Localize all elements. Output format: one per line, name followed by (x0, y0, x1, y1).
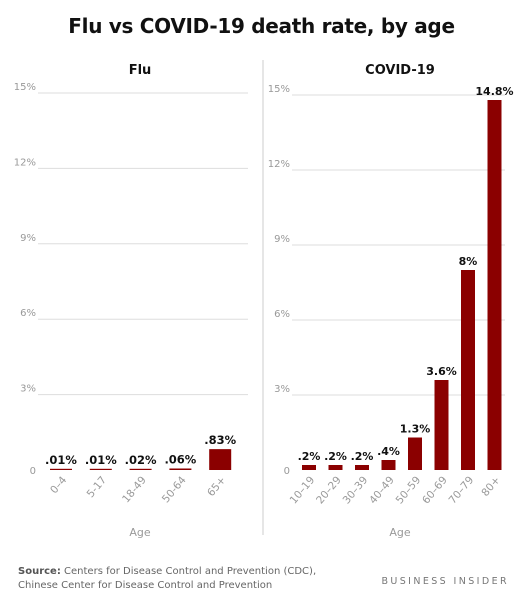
brand-logo-text: BUSINESS INSIDER (381, 576, 509, 587)
source-label: Source: (18, 566, 61, 577)
flu-x-tick-label: 0–4 (48, 474, 69, 496)
covid-bar (434, 380, 449, 470)
covid-y-tick-label: 12% (268, 159, 290, 170)
covid-y-tick-label: 9% (274, 234, 290, 245)
covid-x-tick-label: 60–69 (420, 474, 450, 506)
covid-bar (408, 437, 422, 470)
flu-data-label: .06% (164, 452, 196, 466)
covid-data-label: 3.6% (426, 365, 457, 378)
flu-data-label: .01% (45, 453, 77, 467)
flu-y-tick-label: 15% (14, 82, 36, 93)
covid-y-tick-label: 6% (274, 309, 290, 320)
covid-data-label: 1.3% (400, 423, 431, 436)
covid-bar (328, 465, 343, 470)
covid-y-tick-label: 15% (268, 84, 290, 95)
flu-bar (129, 468, 152, 470)
covid-x-tick-label: 70–79 (447, 474, 477, 506)
flu-y-tick-label: 6% (20, 308, 36, 319)
covid-x-tick-label: 10–19 (288, 474, 318, 506)
flu-data-label: .02% (125, 453, 157, 467)
covid-data-label: .4% (377, 445, 400, 458)
source-note: Source: Centers for Disease Control and … (18, 566, 316, 577)
covid-x-tick-label: 20–29 (314, 474, 344, 506)
covid-bar (355, 465, 369, 470)
covid-x-tick-label: 40–49 (367, 474, 397, 506)
covid-bar (302, 465, 316, 470)
flu-y-tick-label: 0 (30, 466, 36, 477)
flu-bar (209, 449, 232, 470)
flu-panel-title: Flu (129, 63, 152, 78)
covid-panel-title: COVID-19 (365, 63, 435, 78)
source-line-2: Chinese Center for Disease Control and P… (18, 580, 273, 591)
flu-panel: Flu 0 3% 6% 9% 12% 15% .01% 0–4 .01% 5-17 .02% 18-49… (14, 63, 248, 539)
flu-data-label: .01% (85, 453, 117, 467)
flu-x-tick-label: 65+ (205, 474, 228, 499)
covid-bar (487, 100, 502, 470)
flu-x-axis-label: Age (129, 526, 151, 539)
covid-x-tick-label: 80+ (479, 474, 502, 499)
covid-data-label: 14.8% (475, 85, 513, 98)
flu-x-tick-label: 5-17 (85, 474, 110, 500)
covid-y-tick-label: 3% (274, 384, 290, 395)
source-line-1: Centers for Disease Control and Preventi… (64, 566, 317, 577)
covid-data-label: .2% (324, 450, 347, 463)
flu-y-tick-label: 3% (20, 384, 36, 395)
covid-data-label: .2% (298, 450, 321, 463)
covid-y-tick-label: 0 (284, 466, 290, 477)
covid-bar (461, 270, 475, 470)
chart-title: Flu vs COVID-19 death rate, by age (68, 14, 455, 38)
flu-bar (89, 468, 112, 470)
flu-data-label: .83% (204, 433, 236, 447)
flu-x-tick-label: 50-64 (160, 474, 189, 505)
covid-bar (381, 460, 396, 470)
covid-data-label: .2% (351, 450, 374, 463)
flu-y-tick-label: 12% (14, 157, 36, 168)
covid-x-axis-label: Age (389, 526, 411, 539)
covid-x-tick-label: 30–39 (341, 474, 371, 506)
flu-x-tick-label: 18-49 (120, 474, 149, 505)
covid-data-label: 8% (459, 255, 478, 268)
source-note-2: Chinese Center for Disease Control and P… (18, 580, 272, 591)
flu-y-tick-label: 9% (20, 233, 36, 244)
flu-bar (50, 468, 72, 470)
covid-x-tick-label: 50–59 (394, 474, 424, 506)
flu-bar (169, 468, 192, 470)
covid-panel: COVID-19 0 3% 6% 9% 12% 15% .2% 10–19 .2% 20–29 .2%… (268, 63, 514, 539)
